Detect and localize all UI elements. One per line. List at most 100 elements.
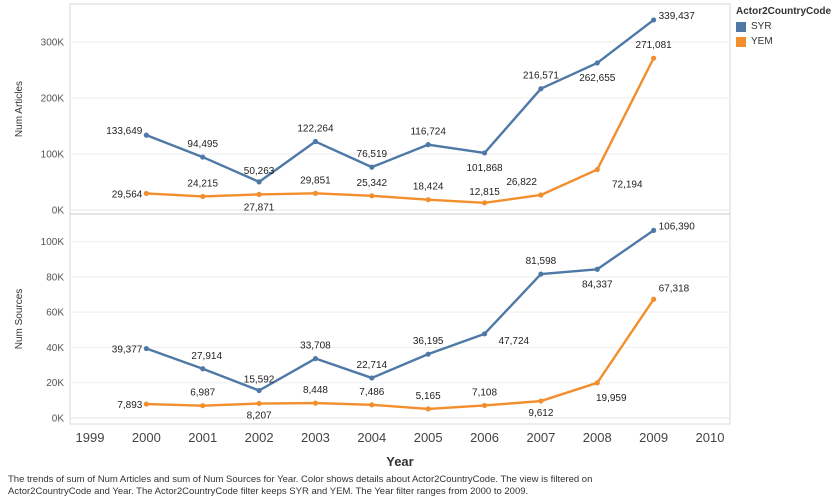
legend-swatch-yem (736, 36, 746, 47)
data-label: 262,655 (579, 73, 616, 84)
data-point-yem (538, 398, 544, 404)
data-point-yem (651, 55, 657, 61)
x-tick-label: 2010 (696, 430, 725, 445)
data-label: 33,708 (300, 341, 331, 352)
legend-item-syr[interactable]: SYR (736, 21, 838, 32)
data-label: 84,337 (582, 279, 613, 290)
data-label: 6,987 (190, 388, 215, 399)
data-point-yem (425, 197, 431, 203)
data-point-yem (369, 402, 375, 408)
data-point-syr (312, 355, 319, 362)
data-label: 25,342 (357, 178, 388, 189)
y-axis-title: Num Articles (14, 81, 25, 137)
legend-item-yem[interactable]: YEM (736, 36, 838, 47)
x-tick-label: 2008 (583, 430, 612, 445)
x-tick-label: 2009 (639, 430, 668, 445)
data-label: 72,194 (612, 180, 643, 191)
data-label: 76,519 (357, 149, 388, 160)
data-point-syr (143, 345, 149, 352)
data-point-yem (594, 166, 600, 173)
data-label: 29,564 (112, 189, 143, 200)
data-point-yem (256, 400, 262, 407)
y-tick-label: 300K (41, 38, 65, 49)
x-tick-label: 2003 (301, 430, 330, 445)
data-label: 19,959 (596, 393, 627, 404)
caption: The trends of sum of Num Articles and su… (8, 474, 828, 498)
data-label: 26,822 (506, 177, 537, 188)
x-tick-label: 2004 (357, 430, 386, 445)
data-label: 133,649 (106, 126, 143, 137)
y-tick-label: 0K (52, 206, 65, 217)
data-label: 106,390 (659, 221, 696, 232)
series-line-yem (146, 298, 655, 411)
data-label: 27,914 (191, 351, 222, 362)
data-label: 101,868 (466, 163, 503, 174)
legend-title: Actor2CountryCode (736, 6, 832, 17)
data-label: 116,724 (410, 127, 446, 138)
data-point-syr (538, 271, 544, 277)
data-point-syr (200, 154, 206, 160)
data-point-yem (143, 190, 149, 197)
series-line-syr (145, 18, 655, 184)
data-label: 12,815 (469, 187, 500, 198)
data-point-syr (651, 17, 657, 23)
data-point-yem (651, 296, 657, 302)
data-point-yem (200, 403, 206, 409)
legend-label-syr: SYR (751, 21, 772, 32)
data-label: 7,893 (117, 400, 142, 411)
data-point-syr (200, 366, 206, 372)
y-tick-label: 80K (46, 272, 64, 283)
data-point-yem (481, 200, 488, 206)
data-point-syr (481, 331, 488, 337)
data-point-yem (538, 192, 544, 198)
x-tick-label: 2002 (245, 430, 274, 445)
data-point-syr (143, 132, 149, 138)
data-label: 339,437 (659, 11, 696, 22)
y-tick-label: 40K (46, 343, 64, 354)
y-tick-label: 20K (46, 378, 64, 389)
data-point-syr (425, 142, 431, 148)
x-axis-title: Year (386, 454, 413, 469)
y-tick-label: 100K (41, 237, 65, 248)
data-point-syr (481, 150, 488, 156)
x-tick-label: 1999 (76, 430, 105, 445)
data-label: 27,871 (244, 202, 275, 213)
legend-label-yem: YEM (751, 36, 773, 47)
y-tick-label: 60K (46, 308, 64, 319)
data-point-syr (312, 138, 319, 145)
data-label: 67,318 (659, 283, 690, 294)
x-tick-label: 2000 (132, 430, 161, 445)
data-label: 122,264 (297, 124, 334, 135)
series-line-yem (146, 57, 655, 205)
data-point-syr (425, 351, 431, 357)
caption-line-1: The trends of sum of Num Articles and su… (8, 474, 593, 485)
data-point-syr (369, 164, 375, 170)
data-label: 81,598 (526, 256, 557, 267)
data-label: 50,263 (244, 166, 275, 177)
data-point-yem (312, 190, 319, 196)
data-label: 8,207 (247, 411, 272, 422)
data-point-yem (143, 401, 149, 407)
data-label: 29,851 (300, 175, 331, 186)
data-label: 7,108 (472, 387, 497, 398)
data-point-yem (369, 193, 375, 199)
x-tick-label: 2005 (414, 430, 443, 445)
data-label: 15,592 (244, 375, 275, 386)
data-label: 5,165 (416, 391, 441, 402)
data-label: 39,377 (112, 345, 143, 356)
data-label: 271,081 (636, 40, 673, 51)
data-label: 7,486 (359, 387, 384, 398)
x-tick-label: 2006 (470, 430, 499, 445)
data-label: 8,448 (303, 385, 328, 396)
legend: Actor2CountryCode SYR YEM (736, 6, 838, 47)
data-point-yem (256, 191, 262, 197)
y-tick-label: 100K (41, 150, 65, 161)
data-point-syr (594, 60, 600, 66)
legend-swatch-syr (736, 21, 746, 32)
data-point-yem (312, 400, 319, 406)
data-label: 9,612 (528, 408, 553, 419)
data-label: 22,714 (357, 360, 388, 371)
y-tick-label: 0K (52, 414, 65, 425)
y-tick-label: 200K (41, 94, 65, 105)
data-label: 47,724 (499, 336, 530, 347)
